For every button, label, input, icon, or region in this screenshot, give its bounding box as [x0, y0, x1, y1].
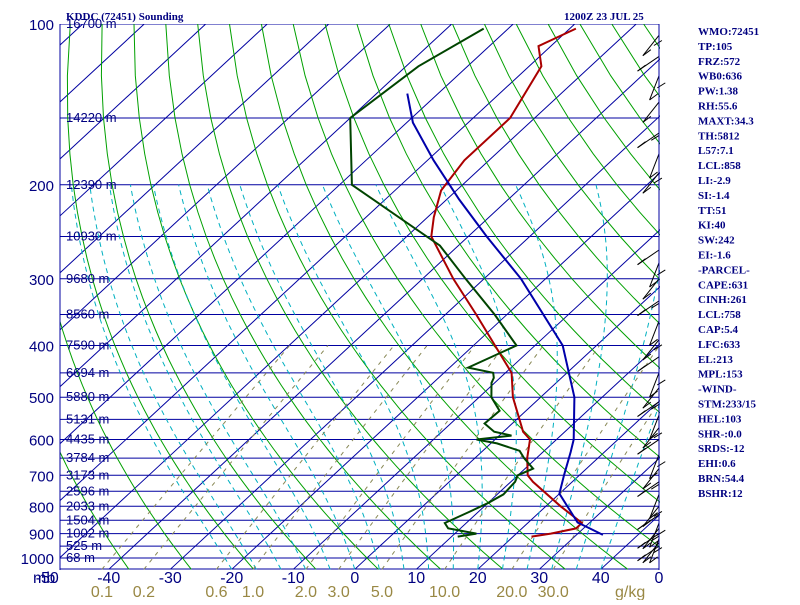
temperature-tick-label: 20: [469, 570, 487, 587]
height-tick-label: 5880 m: [66, 389, 109, 404]
height-tick-label: 12390 m: [66, 177, 117, 192]
index-item: MAXT:34.3: [698, 115, 754, 127]
index-item: -WIND-: [698, 384, 737, 396]
mixing-ratio-tick-label: 0.2: [133, 584, 155, 600]
height-tick-label: 9680 m: [66, 271, 109, 286]
height-tick-label: 68 m: [66, 550, 95, 565]
height-tick-label: 8560 m: [66, 307, 109, 322]
height-tick-label: 5131 m: [66, 411, 109, 426]
index-item: -PARCEL-: [698, 264, 750, 276]
height-tick-label: 2596 m: [66, 483, 109, 498]
mixing-ratio-tick-label: 30.0: [538, 584, 569, 600]
temperature-tick-label: 10: [407, 570, 425, 587]
isotherm-line: [0, 24, 21, 569]
index-item: L57:7.1: [698, 145, 734, 157]
pressure-tick-label: 300: [29, 272, 54, 289]
index-item: WMO:72451: [698, 26, 759, 38]
temperature-tick-label: 40: [592, 570, 610, 587]
index-item: SI:-1.4: [698, 190, 730, 202]
dry-adiabat: [771, 24, 800, 569]
height-tick-label: 10930 m: [66, 228, 117, 243]
pressure-tick-label: 100: [29, 17, 54, 34]
height-tick-label: 4435 m: [66, 432, 109, 447]
pressure-tick-label: 900: [29, 527, 54, 544]
pressure-tick-label: 800: [29, 499, 54, 516]
pressure-tick-label: 200: [29, 178, 54, 195]
index-item: CAPE:631: [698, 279, 748, 291]
index-item: TH:5812: [698, 130, 740, 142]
index-item: LCL:758: [698, 309, 741, 321]
pressure-tick-label: 600: [29, 433, 54, 450]
mixing-ratio-unit-label: g/kg: [615, 584, 645, 600]
index-item: EI:-1.6: [698, 250, 731, 262]
pressure-labels: 100 200 300 400 500 600 700 800 900 1000: [21, 17, 54, 568]
mixing-ratio-tick-label: 2.0: [295, 584, 317, 600]
temperature-tick-label: -30: [159, 570, 182, 587]
temperature-tick-label: 0: [350, 570, 359, 587]
pressure-tick-label: 500: [29, 390, 54, 407]
dry-adiabat: [739, 24, 800, 569]
height-tick-label: 14220 m: [66, 110, 117, 125]
index-item: FRZ:572: [698, 56, 741, 68]
indices-panel: WMO:72451 TP:105 FRZ:572 WB0:636 PW:1.38 RH:5…: [698, 26, 759, 500]
mixing-ratio-tick-label: 10.0: [429, 584, 460, 600]
index-item: BSHR:12: [698, 488, 743, 500]
mixing-ratio-tick-label: 20.0: [496, 584, 527, 600]
index-item: STM:233/15: [698, 399, 757, 411]
index-item: EHI:0.6: [698, 458, 736, 470]
temperature-tick-label: 0: [655, 570, 664, 587]
index-item: HEL:103: [698, 413, 742, 425]
height-tick-label: 3173 m: [66, 467, 109, 482]
height-tick-label: 6694 m: [66, 365, 109, 380]
index-item: LFC:633: [698, 339, 741, 351]
index-item: RH:55.6: [698, 101, 738, 113]
index-item: LCL:858: [698, 160, 741, 172]
mixing-ratio-tick-label: 0.1: [91, 584, 113, 600]
index-item: SRDS:-12: [698, 443, 745, 455]
index-item: CAP:5.4: [698, 324, 739, 336]
height-tick-label: 3784 m: [66, 450, 109, 465]
chart-title: KDDC (72451) Sounding: [66, 11, 184, 23]
pressure-tick-label: 1000: [21, 551, 54, 568]
index-item: EL:213: [698, 354, 733, 366]
index-item: MPL:153: [698, 369, 743, 381]
index-item: WB0:636: [698, 71, 743, 83]
index-item: KI:40: [698, 220, 726, 232]
chart-time: 1200Z 23 JUL 25: [564, 11, 644, 23]
index-item: LI:-2.9: [698, 175, 731, 187]
mixing-ratio-tick-label: 5.0: [371, 584, 393, 600]
mixing-ratio-tick-label: 1.0: [242, 584, 264, 600]
pressure-tick-label: 700: [29, 468, 54, 485]
height-tick-label: 2033 m: [66, 498, 109, 513]
pressure-unit-label: mb: [33, 570, 55, 587]
index-item: SW:242: [698, 235, 735, 247]
pressure-tick-label: 400: [29, 339, 54, 356]
index-item: CINH:261: [698, 294, 747, 306]
index-item: SHR-:0.0: [698, 428, 742, 440]
mixing-ratio-tick-label: 0.6: [205, 584, 227, 600]
index-item: TT:51: [698, 205, 727, 217]
index-item: BRN:54.4: [698, 473, 745, 485]
index-item: PW:1.38: [698, 86, 739, 98]
index-item: TP:105: [698, 41, 733, 53]
mixing-ratio-tick-label: 3.0: [327, 584, 349, 600]
height-tick-label: 7590 m: [66, 338, 109, 353]
